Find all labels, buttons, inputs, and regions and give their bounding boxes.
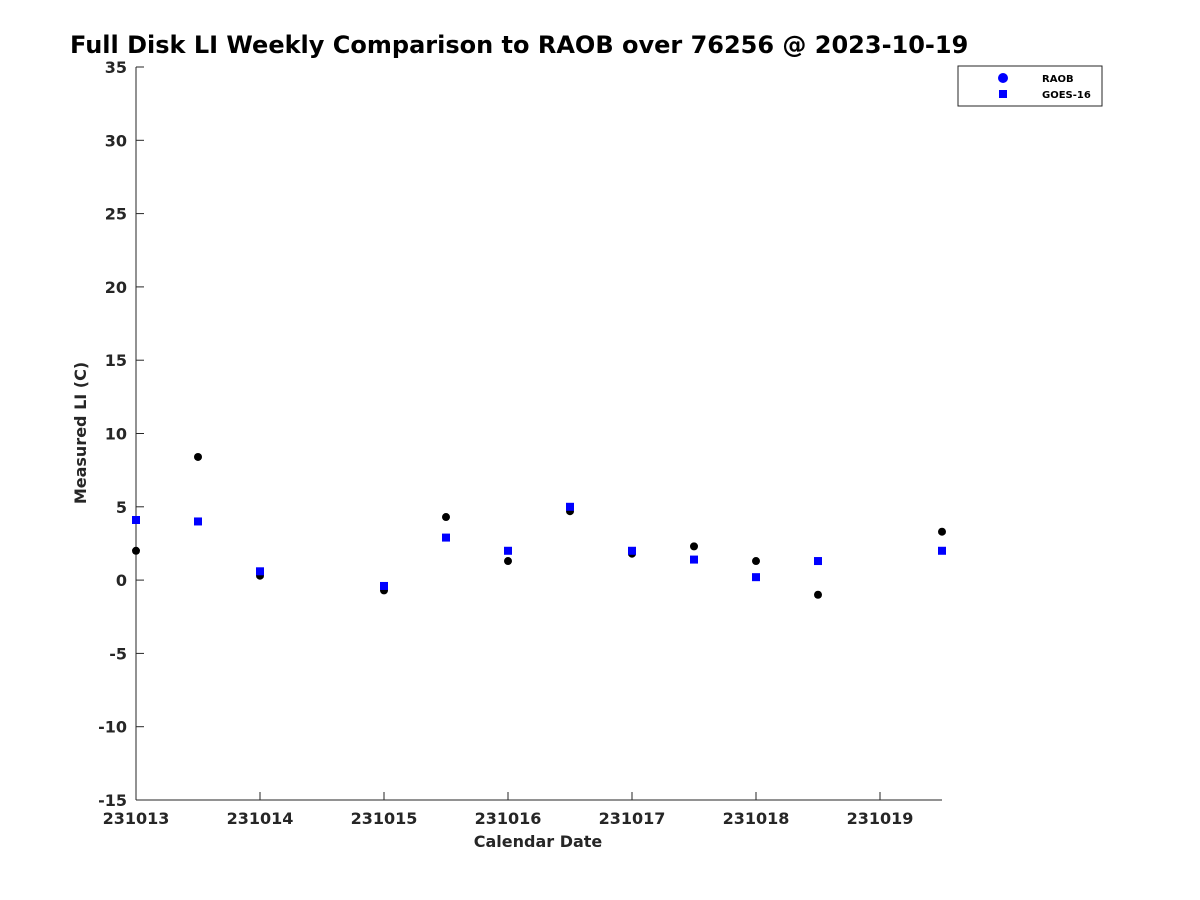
y-tick-label: 20 xyxy=(105,278,127,297)
y-tick-label: 30 xyxy=(105,131,127,150)
y-tick-label: 0 xyxy=(116,571,127,590)
x-ticks: 231013 231014 231015 231016 231017 231018 2310… xyxy=(103,792,914,828)
y-tick-label: 35 xyxy=(105,58,127,77)
x-tick-label: 231019 xyxy=(847,809,914,828)
goes16-point xyxy=(628,546,636,555)
y-tick-label: 5 xyxy=(116,498,127,517)
legend-goes16-marker xyxy=(999,90,1007,98)
y-tick-label: 10 xyxy=(105,425,127,444)
raob-point xyxy=(938,527,946,536)
raob-point xyxy=(132,546,140,555)
goes16-point xyxy=(504,546,512,555)
legend-label: RAOB xyxy=(1042,74,1074,85)
raob-point xyxy=(442,513,450,522)
y-tick-label: -10 xyxy=(98,718,127,737)
x-tick-label: 231013 xyxy=(103,809,170,828)
legend: RAOB GOES-16 xyxy=(957,65,1103,107)
goes16-point xyxy=(132,515,140,524)
goes16-point xyxy=(752,573,760,582)
raob-point xyxy=(504,557,512,566)
data-markers xyxy=(132,452,946,599)
raob-point xyxy=(752,557,760,566)
goes16-point xyxy=(566,502,574,511)
goes16-point xyxy=(442,533,450,542)
raob-point xyxy=(690,542,698,551)
y-tick-label: -15 xyxy=(98,791,127,810)
x-tick-label: 231018 xyxy=(723,809,790,828)
goes16-point xyxy=(380,581,388,590)
legend-raob-marker xyxy=(998,73,1008,83)
goes16-point xyxy=(938,546,946,555)
legend-box xyxy=(957,65,1103,107)
y-ticks: -15 -10 -5 0 5 10 15 20 25 30 35 xyxy=(98,58,144,810)
y-tick-label: 25 xyxy=(105,205,127,224)
y-tick-label: 15 xyxy=(105,351,127,370)
x-tick-label: 231015 xyxy=(351,809,418,828)
y-tick-label: -5 xyxy=(109,644,127,663)
goes16-point xyxy=(814,557,822,566)
raob-point xyxy=(814,590,822,599)
goes16-point xyxy=(194,517,202,526)
x-tick-label: 231016 xyxy=(475,809,542,828)
x-axis-label: Calendar Date xyxy=(474,832,603,851)
raob-point xyxy=(194,452,202,461)
legend-label: GOES-16 xyxy=(1042,90,1091,101)
y-axis-label: Measured LI (C) xyxy=(71,362,90,504)
x-tick-label: 231014 xyxy=(227,809,294,828)
chart-title: Full Disk LI Weekly Comparison to RAOB o… xyxy=(70,31,968,59)
goes16-point xyxy=(690,555,698,564)
goes16-point xyxy=(256,567,264,576)
x-tick-label: 231017 xyxy=(599,809,666,828)
